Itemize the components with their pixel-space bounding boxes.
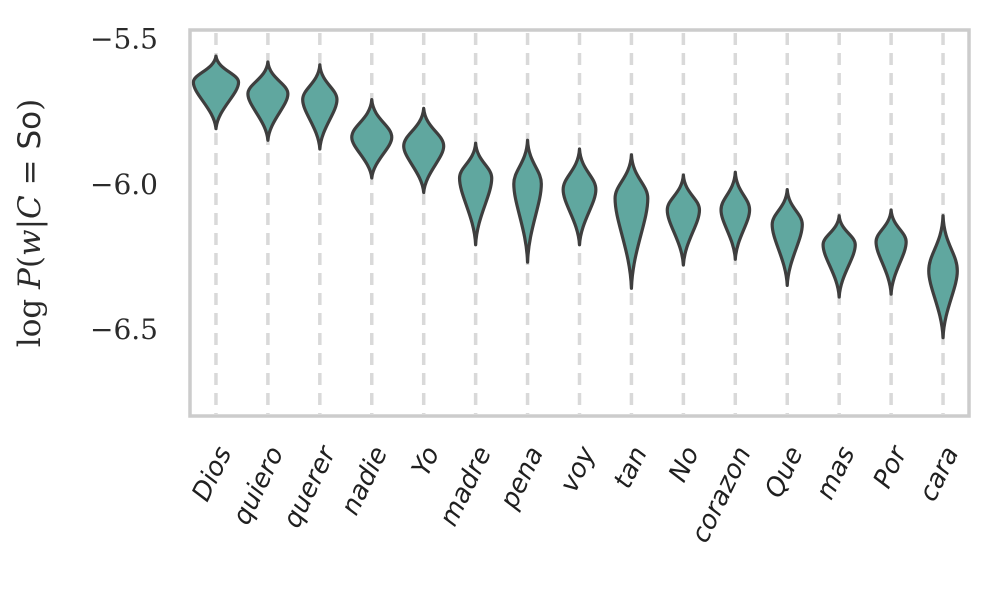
x-tick-label-nadie: nadie [335,442,394,520]
violin-yo [402,106,446,195]
violin-corazon [719,170,752,261]
y-axis-label: log P(w|C = So) [12,99,48,347]
violin-no [665,173,702,267]
x-tick-label-tan: tan [608,442,654,493]
y-tick-label-m6: −6.0 [90,168,158,201]
violin-por [874,208,908,296]
x-tick-label-cara: cara [913,442,965,506]
x-tick-label-voy: voy [554,441,602,497]
violin-querer [301,63,339,151]
violin-mas [821,214,857,299]
x-tick-label-no: No [663,442,705,487]
x-tick-label-dios: Dios [186,442,238,506]
violin-tan [613,153,650,290]
y-tick-label-m5-5: −5.5 [90,23,158,56]
plot-border [188,28,971,418]
x-tick-label-pena: pena [494,442,550,514]
violin-pena [512,138,543,264]
violin-voy [561,147,598,247]
x-tick-label-que: Que [759,442,809,503]
violin-que [770,188,804,287]
violin-cara [927,214,959,340]
violin-madre [457,141,494,247]
violin-dios [191,54,241,131]
violin-nadie [350,98,394,180]
x-tick-label-mas: mas [810,442,861,504]
y-tick-label-m6-5: −6.5 [90,313,158,346]
violin-quiero [246,60,290,142]
x-tick-label-por: Por [868,440,915,493]
x-tick-label-yo: Yo [406,442,446,481]
